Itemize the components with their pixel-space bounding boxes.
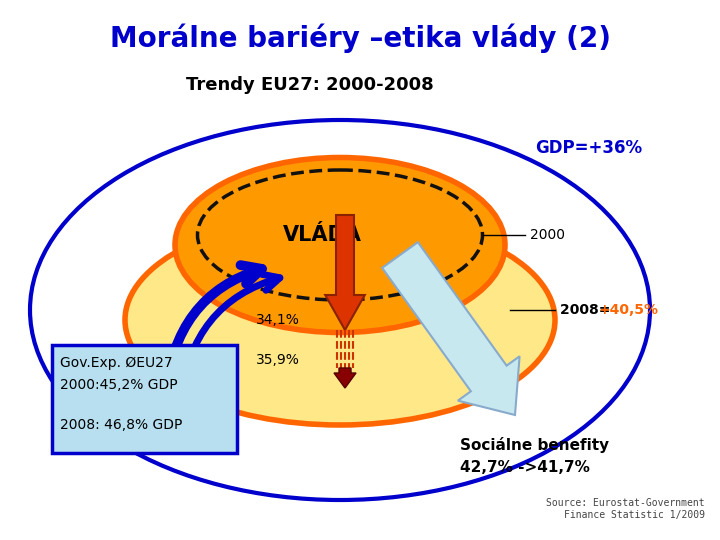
Text: 42,7% ->41,7%: 42,7% ->41,7% [460, 461, 590, 476]
Polygon shape [382, 242, 520, 415]
Polygon shape [325, 215, 365, 330]
Text: Morálne bariéry –etika vlády (2): Morálne bariéry –etika vlády (2) [109, 23, 611, 53]
Ellipse shape [125, 215, 555, 425]
Text: Trendy EU27: 2000-2008: Trendy EU27: 2000-2008 [186, 76, 434, 94]
Ellipse shape [30, 120, 650, 500]
Text: VLÁDA: VLÁDA [282, 225, 361, 245]
Text: GDP=+36%: GDP=+36% [535, 139, 642, 157]
Text: 2008=: 2008= [560, 303, 616, 317]
Text: Source: Eurostat-Government
Finance Statistic 1/2009: Source: Eurostat-Government Finance Stat… [546, 498, 705, 520]
Text: 2000: 2000 [530, 228, 565, 242]
FancyArrowPatch shape [180, 274, 280, 402]
Text: 35,9%: 35,9% [256, 353, 300, 367]
Text: 2008: 46,8% GDP: 2008: 46,8% GDP [60, 418, 182, 432]
Polygon shape [334, 368, 356, 388]
Text: +40,5%: +40,5% [598, 303, 658, 317]
FancyBboxPatch shape [52, 345, 237, 453]
Text: Sociálne benefity: Sociálne benefity [460, 437, 609, 453]
Text: 2000:45,2% GDP: 2000:45,2% GDP [60, 378, 178, 392]
Text: Gov.Exp. ØEU27: Gov.Exp. ØEU27 [60, 356, 173, 370]
Text: 34,1%: 34,1% [256, 313, 300, 327]
FancyArrowPatch shape [165, 265, 262, 397]
Ellipse shape [175, 158, 505, 333]
